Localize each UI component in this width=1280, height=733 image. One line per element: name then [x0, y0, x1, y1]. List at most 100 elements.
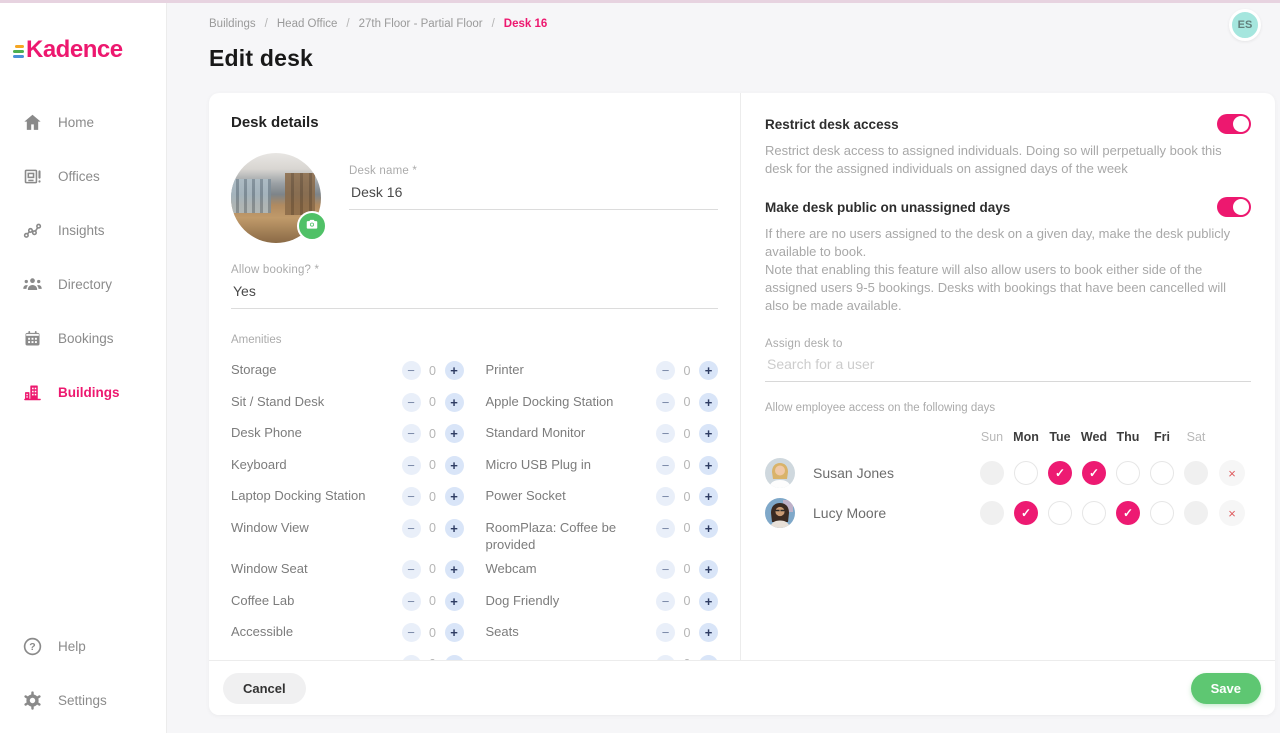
amenity-increment-button[interactable]: + — [699, 591, 718, 611]
change-photo-button[interactable] — [297, 211, 327, 241]
amenity-increment-button[interactable]: + — [444, 591, 464, 611]
amenity-increment-button[interactable]: + — [444, 623, 464, 643]
amenity-count: 0 — [683, 594, 691, 609]
sidebar-item-bookings[interactable]: Bookings — [0, 311, 166, 365]
directory-icon — [21, 273, 43, 295]
amenity-decrement-button[interactable]: − — [656, 455, 675, 475]
allow-booking-select[interactable]: Yes — [231, 276, 718, 309]
public-days-toggle[interactable] — [1217, 197, 1251, 217]
day-checkbox-sun — [980, 501, 1004, 525]
amenity-increment-button[interactable]: + — [444, 392, 464, 412]
amenity-decrement-button[interactable]: − — [401, 654, 421, 660]
window-top-accent — [0, 0, 1280, 3]
amenity-decrement-button[interactable]: − — [656, 591, 675, 611]
amenity-increment-button[interactable]: + — [444, 424, 464, 444]
amenity-increment-button[interactable]: + — [444, 654, 464, 660]
user-profile-avatar[interactable]: ES — [1229, 9, 1261, 41]
amenity-increment-button[interactable]: + — [699, 392, 718, 412]
amenity-increment-button[interactable]: + — [699, 559, 718, 579]
amenity-count: 0 — [429, 426, 436, 441]
amenity-increment-button[interactable]: + — [444, 559, 464, 579]
amenity-stepper: − 0 + — [656, 654, 718, 660]
amenity-increment-button[interactable]: + — [444, 487, 464, 507]
help-icon: ? — [21, 635, 43, 657]
amenity-stepper: −0+ — [401, 361, 464, 380]
day-header-sat: Sat — [1186, 430, 1206, 444]
breadcrumb-link[interactable]: Buildings — [209, 18, 256, 30]
day-checkbox-wed[interactable] — [1082, 501, 1106, 525]
kadence-logo[interactable]: Kadence — [0, 0, 166, 64]
day-checkbox-fri[interactable] — [1150, 461, 1174, 485]
sidebar-item-label: Insights — [58, 222, 105, 238]
restrict-access-description: Restrict desk access to assigned individ… — [765, 143, 1222, 176]
amenity-increment-button[interactable]: + — [699, 487, 718, 507]
day-header-fri: Fri — [1154, 430, 1170, 444]
amenity-increment-button[interactable]: + — [699, 455, 718, 475]
day-checkbox-tue[interactable] — [1048, 501, 1072, 525]
amenity-decrement-button[interactable]: − — [656, 559, 675, 579]
breadcrumb-link[interactable]: 27th Floor - Partial Floor — [358, 18, 483, 30]
amenity-increment-button[interactable]: + — [444, 455, 464, 475]
breadcrumb-link[interactable]: Head Office — [276, 18, 338, 30]
day-checkbox-mon[interactable]: ✓ — [1014, 501, 1038, 525]
remove-user-button[interactable]: × — [1219, 500, 1245, 526]
amenity-increment-button[interactable]: + — [444, 518, 464, 538]
amenity-increment-button[interactable]: + — [699, 623, 718, 643]
day-checkbox-fri[interactable] — [1150, 501, 1174, 525]
svg-text:?: ? — [29, 641, 35, 653]
amenity-decrement-button[interactable]: − — [656, 654, 675, 660]
day-checkbox-wed[interactable]: ✓ — [1082, 461, 1106, 485]
breadcrumb-separator: / — [491, 18, 495, 30]
desk-photo[interactable] — [231, 153, 327, 243]
amenity-decrement-button[interactable]: − — [656, 518, 675, 538]
amenity-count: 0 — [683, 363, 691, 378]
amenity-increment-button[interactable]: + — [699, 518, 718, 538]
amenity-stepper: −0 + — [656, 591, 718, 611]
breadcrumb: Buildings / Head Office / 27th Floor - Parti… — [209, 15, 1275, 30]
amenity-decrement-button[interactable]: − — [656, 361, 675, 380]
amenity-decrement-button[interactable]: − — [401, 361, 421, 380]
amenity-decrement-button[interactable]: − — [401, 487, 421, 507]
amenity-name: Coffee Lab — [231, 592, 295, 608]
amenity-decrement-button[interactable]: − — [656, 487, 675, 507]
sidebar-item-insights[interactable]: Insights — [0, 203, 166, 257]
sidebar-item-settings[interactable]: Settings — [0, 673, 166, 727]
cancel-button[interactable]: Cancel — [223, 672, 306, 704]
amenity-increment-button[interactable]: + — [699, 361, 718, 380]
day-checkbox-thu[interactable]: ✓ — [1116, 501, 1140, 525]
day-checkbox-thu[interactable] — [1116, 461, 1140, 485]
amenity-stepper: −0 + — [656, 361, 718, 380]
amenity-decrement-button[interactable]: − — [401, 591, 421, 611]
day-checkbox-tue[interactable]: ✓ — [1048, 461, 1072, 485]
amenity-decrement-button[interactable]: − — [401, 559, 421, 579]
amenity-increment-button[interactable]: + — [699, 654, 718, 660]
amenity-decrement-button[interactable]: − — [656, 392, 675, 412]
amenity-decrement-button[interactable]: − — [401, 623, 421, 643]
assign-user-search-input[interactable] — [765, 350, 1251, 382]
amenity-increment-button[interactable]: + — [699, 424, 718, 444]
sidebar-item-offices[interactable]: Offices — [0, 149, 166, 203]
amenity-decrement-button[interactable]: − — [656, 623, 675, 643]
amenity-stepper: −0+ — [656, 559, 718, 579]
amenity-decrement-button[interactable]: − — [401, 455, 421, 475]
restrict-access-toggle[interactable] — [1217, 114, 1251, 134]
desk-details-pane: Desk details Desk name * — [209, 93, 741, 660]
remove-user-button[interactable]: × — [1219, 460, 1245, 486]
sidebar-item-buildings[interactable]: Buildings — [0, 365, 166, 419]
amenity-count: 0 — [681, 657, 693, 660]
sidebar-item-directory[interactable]: Directory — [0, 257, 166, 311]
amenity-stepper: −0+ — [401, 623, 464, 643]
amenity-decrement-button[interactable]: − — [656, 424, 675, 444]
save-button[interactable]: Save — [1190, 672, 1261, 704]
amenity-increment-button[interactable]: + — [444, 361, 464, 380]
amenities-label: Amenities — [231, 334, 282, 346]
amenity-decrement-button[interactable]: − — [401, 392, 421, 412]
home-icon — [21, 111, 43, 133]
amenity-decrement-button[interactable]: − — [401, 424, 421, 444]
desk-name-input[interactable] — [349, 177, 718, 210]
desk-access-pane: Restrict desk access Restrict desk acces… — [741, 93, 1275, 660]
sidebar-item-help[interactable]: ? Help — [0, 619, 166, 673]
sidebar-item-home[interactable]: Home — [0, 95, 166, 149]
day-checkbox-mon[interactable] — [1014, 461, 1038, 485]
amenity-decrement-button[interactable]: − — [401, 518, 421, 538]
